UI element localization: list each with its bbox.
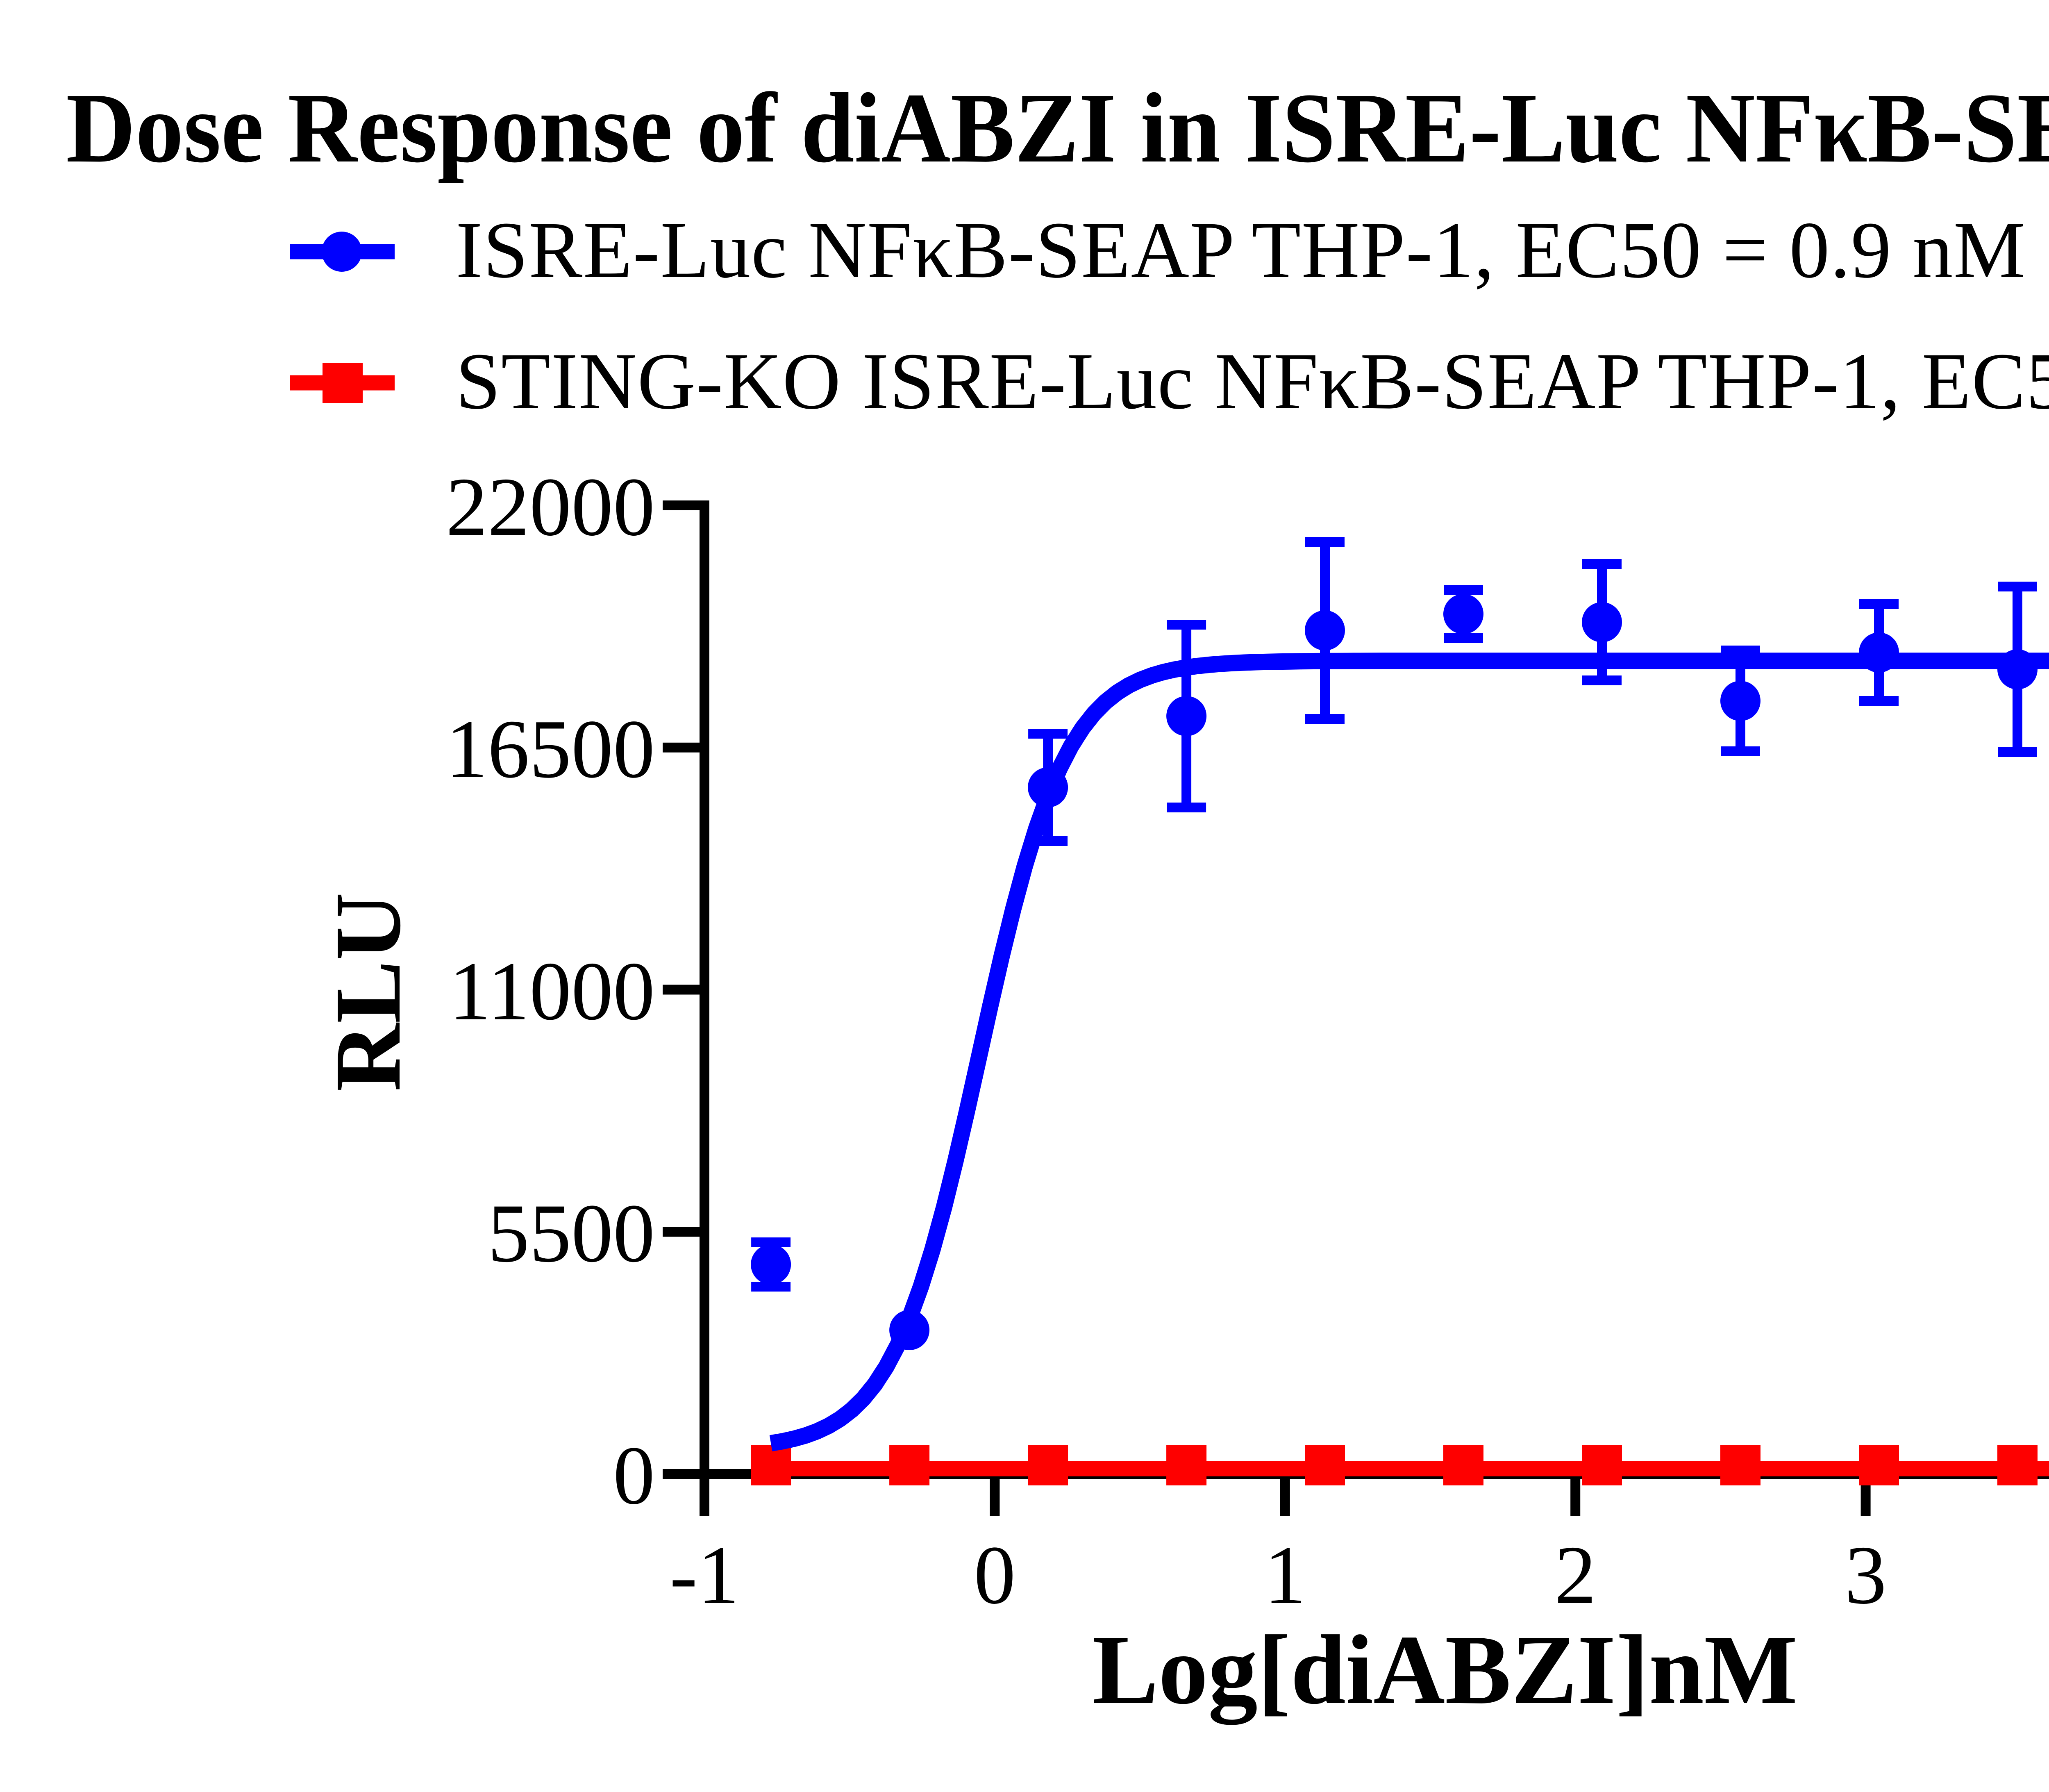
svg-text:5500: 5500 [488, 1187, 655, 1280]
svg-text:2: 2 [1554, 1529, 1596, 1621]
svg-text:ISRE-Luc NFκB-SEAP THP-1, EC50: ISRE-Luc NFκB-SEAP THP-1, EC50 = 0.9 nM [456, 205, 2025, 295]
svg-text:16500: 16500 [446, 703, 655, 796]
svg-text:-1: -1 [670, 1529, 739, 1621]
svg-text:Log[diABZI]nM: Log[diABZI]nM [1092, 1615, 1797, 1725]
svg-text:0: 0 [613, 1429, 655, 1522]
svg-text:Dose Response of diABZI in ISR: Dose Response of diABZI in ISRE-Luc NFκB… [66, 73, 2049, 183]
svg-text:11000: 11000 [449, 945, 655, 1038]
svg-text:3: 3 [1845, 1529, 1887, 1621]
svg-text:22000: 22000 [446, 461, 655, 553]
svg-text:0: 0 [974, 1529, 1015, 1621]
svg-text:RLU: RLU [316, 892, 420, 1092]
svg-text:1: 1 [1264, 1529, 1306, 1621]
svg-text:STING-KO ISRE-Luc NFκB-SEAP TH: STING-KO ISRE-Luc NFκB-SEAP THP-1, EC50 … [456, 336, 2049, 426]
